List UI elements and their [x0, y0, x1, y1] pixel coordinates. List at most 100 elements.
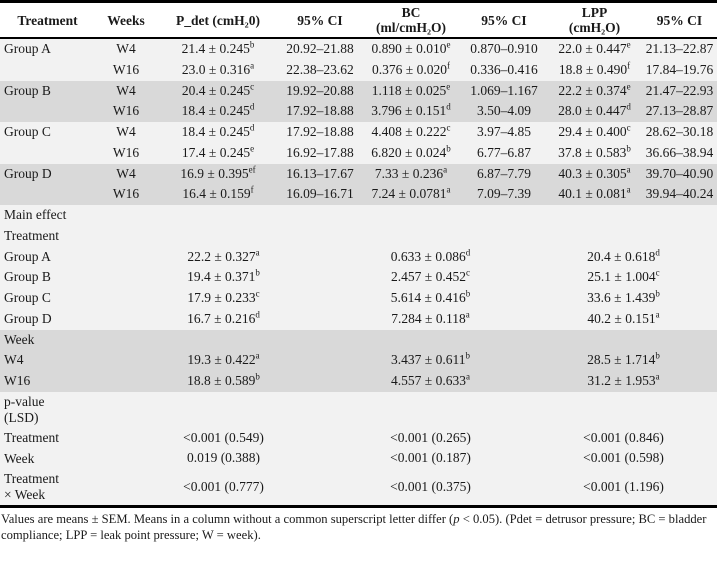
column-header-pdet-ci: 95% CI — [279, 1, 361, 40]
cell-bc-ci: 6.87–7.79 — [477, 165, 531, 181]
table-body: Group A W4 21.4 ± 0.245b 20.92–21.88 0.890 ±… — [0, 38, 717, 507]
table-header: Treatment Weeks P_det (cmH₂0) 95% CI BC … — [0, 1, 717, 40]
cell-week-label: W4 — [4, 352, 24, 368]
superscript-letter: a — [655, 309, 660, 320]
cell-lpp: <0.001 (0.846) — [583, 429, 664, 445]
cell-bc-ci: 7.09–7.39 — [477, 186, 531, 202]
column-header-treatment: Treatment — [0, 1, 95, 40]
cell-treatment — [0, 60, 95, 81]
group-data-row: W16 23.0 ± 0.316a 22.38–23.62 0.376 ± 0.020… — [0, 59, 717, 81]
cell-pdet: 21.4 ± 0.245b — [181, 39, 255, 57]
cell-pdet: 23.0 ± 0.316a — [181, 60, 255, 77]
cell-bc: 0.633 ± 0.086d — [390, 247, 471, 264]
superscript-letter: a — [465, 371, 470, 382]
cell-lpp: 40.2 ± 0.151a — [587, 309, 660, 326]
cell-pdet: 22.2 ± 0.327a — [187, 247, 260, 264]
cell-lpp-ci: 27.13–28.87 — [645, 103, 714, 119]
cell-week: W16 — [112, 103, 140, 119]
cell-lpp: 37.8 ± 0.583b — [558, 143, 631, 160]
superscript-letter: a — [255, 350, 260, 361]
cell-bc: 1.118 ± 0.025e — [371, 81, 451, 98]
cell-group-label: Group B — [4, 269, 51, 285]
cell-week: W16 — [112, 61, 140, 77]
superscript-letter: a — [255, 247, 260, 258]
superscript-letter: c — [255, 288, 260, 299]
cell-lpp-ci: 39.94–40.24 — [645, 186, 714, 202]
cell-bc: <0.001 (0.187) — [390, 450, 471, 466]
cell-pdet: <0.001 (0.549) — [183, 429, 264, 445]
superscript-letter: d — [255, 309, 260, 320]
pvalue-row: Treatment × Week <0.001 (0.777) <0.001 (0.… — [0, 469, 717, 507]
cell-bc: 7.24 ± 0.0781a — [371, 184, 451, 202]
cell-pdet-ci: 16.92–17.88 — [286, 144, 354, 160]
superscript-letter: ef — [248, 164, 256, 175]
cell-pdet: 16.4 ± 0.159f — [182, 184, 254, 202]
superscript-letter: b — [255, 267, 260, 278]
cell-lpp: <0.001 (0.598) — [583, 450, 664, 466]
results-table: Treatment Weeks P_det (cmH₂0) 95% CI BC … — [0, 0, 717, 508]
cell-lpp: 28.5 ± 1.714b — [587, 350, 660, 368]
cell-bc: 4.557 ± 0.633a — [391, 371, 470, 388]
superscript-letter: b — [255, 371, 260, 382]
superscript-letter: c — [250, 81, 255, 92]
main-effect-row: Group C 17.9 ± 0.233c 5.614 ± 0.416b 33.6 ±… — [0, 288, 717, 309]
cell-pdet: 17.4 ± 0.245e — [181, 143, 255, 160]
cell-lpp-ci: 28.62–30.18 — [645, 124, 714, 140]
superscript-letter: c — [626, 122, 631, 133]
cell-bc: 0.890 ± 0.010e — [371, 39, 451, 57]
cell-lpp-ci: 21.47–22.93 — [645, 82, 714, 98]
cell-pdet: 19.4 ± 0.371b — [187, 267, 260, 285]
superscript-letter: b — [655, 288, 660, 299]
cell-pvalue-label: Treatment × Week — [4, 471, 59, 502]
cell-treatment — [0, 184, 95, 205]
main-effect-label: Main effect — [4, 207, 67, 223]
cell-treatment: Group A — [4, 41, 51, 57]
cell-lpp: 18.8 ± 0.490f — [558, 60, 631, 77]
superscript-letter: a — [626, 184, 631, 195]
cell-week-label: W16 — [4, 372, 31, 388]
section-row-pvalue: p-value (LSD) — [0, 391, 717, 428]
cell-group-label: Group D — [4, 310, 52, 326]
cell-group-label: Group A — [4, 248, 51, 264]
cell-pdet: 18.4 ± 0.245d — [181, 122, 255, 140]
superscript-letter: d — [446, 101, 451, 112]
group-data-row: Group D W4 16.9 ± 0.395ef 16.13–17.67 7.33 ±… — [0, 163, 717, 185]
superscript-letter: e — [626, 39, 631, 50]
section-row-week: Week — [0, 329, 717, 351]
cell-pdet-ci: 16.13–17.67 — [286, 165, 354, 181]
superscript-letter: e — [446, 81, 451, 92]
cell-lpp: 40.1 ± 0.081a — [558, 184, 631, 202]
cell-bc: 2.457 ± 0.452c — [391, 267, 470, 285]
cell-lpp: 25.1 ± 1.004c — [587, 267, 660, 285]
cell-bc-ci: 0.336–0.416 — [470, 61, 538, 77]
cell-week: W4 — [116, 165, 136, 181]
cell-bc-ci: 1.069–1.167 — [470, 82, 538, 98]
column-header-bc-ci: 95% CI — [461, 1, 547, 40]
superscript-letter: b — [446, 143, 451, 154]
cell-lpp-ci: 21.13–22.87 — [645, 41, 714, 57]
cell-bc: 3.796 ± 0.151d — [371, 101, 451, 119]
cell-lpp: 33.6 ± 1.439b — [587, 288, 660, 306]
cell-bc: 5.614 ± 0.416b — [390, 288, 471, 306]
cell-group-label: Group C — [4, 290, 51, 306]
cell-pdet: 16.9 ± 0.395ef — [180, 164, 256, 181]
superscript-letter: a — [626, 164, 631, 175]
superscript-letter: d — [655, 247, 660, 258]
footnote-italic-p: p — [453, 511, 460, 526]
cell-bc: 0.376 ± 0.020f — [372, 60, 450, 77]
cell-pdet: 18.8 ± 0.589b — [187, 371, 260, 388]
cell-pdet: 18.4 ± 0.245d — [181, 101, 255, 119]
pvalue-row: Treatment <0.001 (0.549) <0.001 (0.265) <0.… — [0, 427, 717, 449]
cell-treatment: Group B — [4, 82, 51, 98]
cell-week: W4 — [116, 82, 136, 98]
section-row-main-effect: Main effect — [0, 205, 717, 226]
week-effect-row: W4 19.3 ± 0.422a 3.437 ± 0.611b 28.5 ± 1.71… — [0, 350, 717, 371]
superscript-letter: c — [446, 122, 451, 133]
superscript-letter: f — [627, 60, 631, 71]
superscript-letter: a — [443, 164, 448, 175]
superscript-letter: d — [626, 101, 631, 112]
section-row-treatment: Treatment — [0, 225, 717, 247]
cell-lpp: 22.2 ± 0.374e — [558, 81, 631, 98]
group-data-row: W16 16.4 ± 0.159f 16.09–16.71 7.24 ± 0.0781… — [0, 184, 717, 206]
cell-lpp: 28.0 ± 0.447d — [558, 101, 631, 119]
